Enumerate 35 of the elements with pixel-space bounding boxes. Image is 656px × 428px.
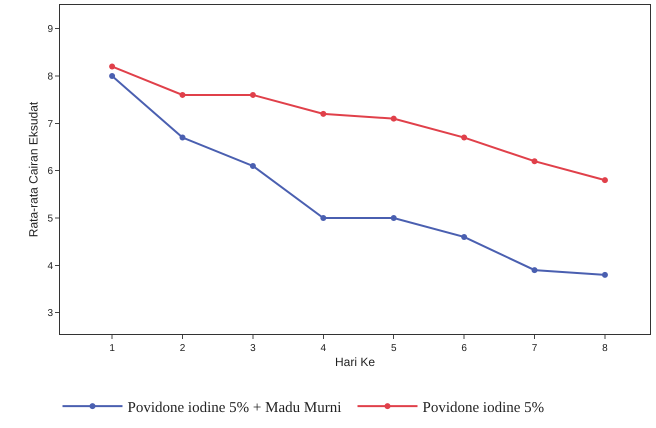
x-tick-label: 6 [461, 343, 468, 354]
x-tick-label: 5 [390, 343, 397, 354]
x-axis-title: Hari Ke [334, 354, 376, 369]
y-tick-label: 6 [47, 166, 54, 178]
point [461, 234, 468, 240]
x-tick-label: 4 [320, 343, 327, 354]
y-tick-label: 7 [47, 118, 54, 130]
point [180, 92, 186, 98]
legend-label: Povidone iodine 5% [422, 400, 544, 416]
point [109, 73, 116, 80]
point [390, 116, 397, 122]
point [602, 272, 608, 278]
point [532, 267, 538, 274]
point [390, 215, 397, 222]
y-axis-title: Rata-rata Cairan Eksudat [26, 101, 41, 238]
point [320, 215, 326, 222]
y-tick-label: 5 [47, 214, 54, 225]
point [180, 134, 186, 141]
y-tick-label: 4 [47, 260, 54, 272]
x-tick-label: 7 [532, 343, 538, 354]
point [320, 110, 326, 117]
y-tick-label: 3 [47, 308, 54, 320]
legend-label: Povidone iodine 5% + Madu Murni [128, 400, 342, 416]
x-tick-label: 3 [250, 343, 256, 354]
x-tick-label: 8 [602, 343, 608, 354]
point [250, 162, 256, 169]
x-tick-label: 1 [109, 343, 116, 354]
point [109, 64, 116, 70]
point [461, 134, 468, 141]
point [250, 92, 256, 98]
point [602, 177, 608, 184]
y-tick-label: 9 [47, 24, 54, 36]
y-tick-label: 8 [47, 72, 54, 83]
x-tick-label: 2 [180, 343, 186, 354]
point [532, 158, 538, 164]
